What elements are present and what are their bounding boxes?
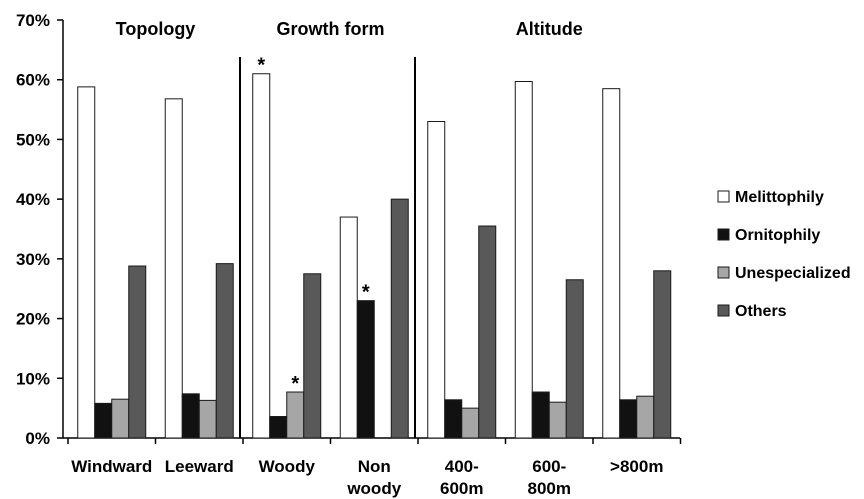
legend-label: Melittophily bbox=[735, 189, 824, 206]
bar bbox=[602, 88, 621, 439]
significance-asterisk: * bbox=[362, 282, 370, 304]
bar bbox=[461, 407, 480, 439]
y-tick-label: 30% bbox=[16, 250, 50, 269]
group-title: Altitude bbox=[516, 19, 583, 39]
x-category-label: Leeward bbox=[165, 457, 234, 476]
legend-label: Others bbox=[735, 303, 787, 320]
legend-label: Ornitophily bbox=[735, 227, 820, 244]
bar bbox=[339, 216, 358, 439]
bar bbox=[215, 263, 234, 439]
group-title: Growth form bbox=[277, 19, 385, 39]
bar bbox=[269, 416, 288, 439]
x-category-label: Windward bbox=[71, 457, 152, 476]
y-tick-label: 40% bbox=[16, 190, 50, 209]
legend-swatch bbox=[717, 304, 730, 317]
y-tick-label: 60% bbox=[16, 71, 50, 90]
significance-asterisk: * bbox=[257, 55, 265, 77]
bar bbox=[303, 273, 322, 439]
bar bbox=[356, 300, 375, 439]
bar bbox=[565, 279, 584, 439]
y-tick-label: 10% bbox=[16, 369, 50, 388]
bar bbox=[427, 121, 446, 439]
x-category-label: 400-600m bbox=[440, 457, 483, 498]
x-category-label: 600-800m bbox=[528, 457, 571, 498]
legend-swatch bbox=[717, 266, 730, 279]
bar bbox=[444, 399, 463, 439]
bar bbox=[478, 225, 497, 439]
bar bbox=[77, 86, 96, 439]
bar bbox=[636, 395, 655, 439]
bar bbox=[164, 98, 183, 439]
x-category-label: Non woody bbox=[346, 457, 401, 498]
bar bbox=[390, 198, 409, 439]
bar bbox=[548, 401, 567, 439]
y-tick-label: 0% bbox=[25, 429, 50, 448]
bar bbox=[653, 270, 672, 439]
bar bbox=[619, 399, 638, 439]
x-category-label: Woody bbox=[259, 457, 316, 476]
y-tick-label: 20% bbox=[16, 310, 50, 329]
bar bbox=[198, 399, 217, 439]
y-tick-label: 50% bbox=[16, 130, 50, 149]
significance-asterisk: * bbox=[291, 373, 299, 395]
bar bbox=[514, 81, 533, 439]
bar bbox=[181, 393, 200, 439]
bar bbox=[111, 398, 130, 439]
x-category-label: >800m bbox=[610, 457, 663, 476]
legend-swatch bbox=[717, 190, 730, 203]
y-tick-label: 70% bbox=[16, 11, 50, 30]
legend-label: Unespecialized bbox=[735, 265, 851, 282]
bar bbox=[252, 73, 271, 439]
legend-swatch bbox=[717, 228, 730, 241]
bar bbox=[286, 391, 305, 439]
bar bbox=[94, 402, 113, 439]
bar bbox=[128, 265, 147, 439]
bar bbox=[531, 391, 550, 439]
group-title: Topology bbox=[116, 19, 196, 39]
